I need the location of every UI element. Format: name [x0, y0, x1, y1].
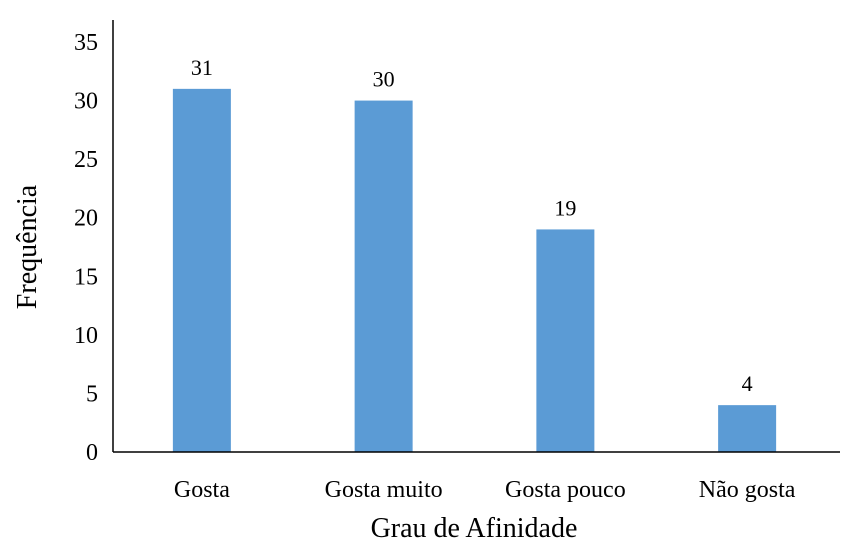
y-tick-label: 25	[74, 147, 98, 173]
y-tick-label: 10	[74, 323, 98, 349]
y-tick-label: 15	[74, 264, 98, 290]
y-tick-label: 30	[74, 89, 98, 115]
y-tick-label: 35	[74, 30, 98, 56]
data-label: 30	[373, 67, 395, 92]
y-axis-tick-labels: 0 5 10 15 20 25 30 35	[74, 30, 98, 466]
x-axis-title: Grau de Afinidade	[371, 513, 578, 543]
bars	[172, 88, 777, 453]
x-category-label: Gosta pouco	[505, 477, 626, 503]
data-labels: 31 30 19 4	[191, 55, 753, 396]
bar	[536, 229, 595, 452]
bar	[718, 405, 777, 452]
x-axis-category-labels: Gosta Gosta muito Gosta pouco Não gosta	[174, 477, 796, 503]
data-label: 19	[554, 195, 576, 220]
data-label: 4	[742, 371, 753, 396]
y-tick-label: 20	[74, 206, 98, 232]
x-category-label: Gosta muito	[325, 477, 443, 503]
y-tick-label: 0	[86, 440, 98, 466]
bar	[354, 100, 413, 453]
bar	[172, 88, 231, 452]
x-category-label: Não gosta	[699, 477, 796, 503]
x-category-label: Gosta	[174, 477, 230, 503]
y-axis-title: Frequência	[12, 184, 43, 309]
y-tick-label: 5	[86, 381, 98, 407]
data-label: 31	[191, 55, 213, 80]
